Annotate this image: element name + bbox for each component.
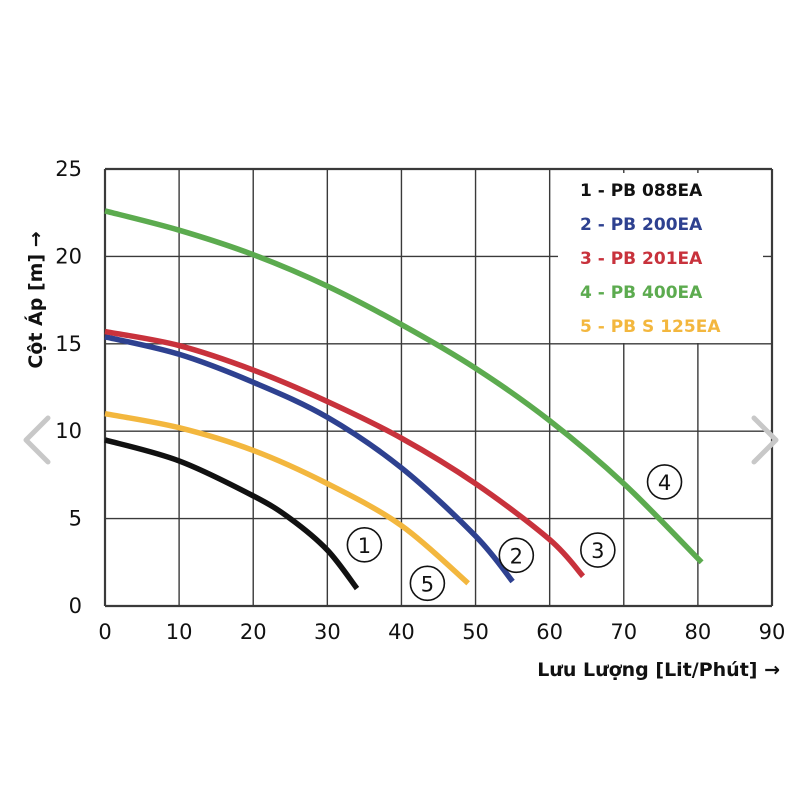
series-marker-label-5: 5 xyxy=(421,572,434,596)
x-tick-label: 40 xyxy=(388,620,415,644)
y-tick-label: 15 xyxy=(55,332,82,356)
y-tick-label: 20 xyxy=(55,244,82,268)
x-tick-label: 50 xyxy=(462,620,489,644)
series-marker-circle-2 xyxy=(498,537,535,574)
series-marker-label-1: 1 xyxy=(358,534,371,558)
x-tick-label: 80 xyxy=(685,620,712,644)
series-line-4 xyxy=(104,208,704,565)
x-tick-label: 10 xyxy=(166,620,193,644)
x-tick-label: 30 xyxy=(314,620,341,644)
y-tick-labels: 0 5 10 15 20 25 xyxy=(55,157,82,618)
series-marker-label-2: 2 xyxy=(510,544,523,568)
y-tick-label: 0 xyxy=(69,594,82,618)
chevron-left-icon xyxy=(23,415,51,465)
y-tick-label: 10 xyxy=(55,419,82,443)
x-tick-label: 60 xyxy=(536,620,563,644)
legend-box xyxy=(558,173,763,343)
legend-entry-3: 3 - PB 201EA xyxy=(580,249,703,269)
legend-entry-2: 2 - PB 200EA xyxy=(580,215,703,235)
series-line-2 xyxy=(104,334,515,584)
legend-entry-5: 5 - PB S 125EA xyxy=(580,317,721,337)
legend-entry-1: 1 - PB 088EA xyxy=(580,181,703,201)
carousel-next-button[interactable] xyxy=(744,410,784,470)
legend-entry-4: 4 - PB 400EA xyxy=(580,283,703,303)
carousel-prev-button[interactable] xyxy=(18,410,58,470)
x-axis-label: Lưu Lượng [Lit/Phút] → xyxy=(537,659,780,681)
series-marker-label-4: 4 xyxy=(658,471,671,495)
x-tick-label: 20 xyxy=(240,620,267,644)
series-lines xyxy=(104,208,704,591)
legend: 1 - PB 088EA 2 - PB 200EA 3 - PB 201EA 4 - … xyxy=(558,173,763,343)
y-tick-label: 5 xyxy=(69,507,82,531)
series-marker-label-3: 3 xyxy=(591,539,604,563)
series-marker-circle-4 xyxy=(646,464,683,500)
series-marker-circle-1 xyxy=(346,527,383,563)
x-tick-labels: 0 10 20 30 40 50 60 70 80 90 xyxy=(98,620,785,644)
series-line-3 xyxy=(104,328,586,579)
chevron-right-icon xyxy=(751,415,779,465)
series-line-1 xyxy=(104,437,360,591)
series-line-5 xyxy=(104,411,470,586)
x-tick-label: 90 xyxy=(759,620,786,644)
series-marker-circle-5 xyxy=(409,565,446,602)
series-markers: 1 2 3 4 5 xyxy=(346,464,683,602)
y-axis-label: Cột Áp [m] → xyxy=(24,231,47,368)
series-marker-circle-3 xyxy=(580,532,616,568)
x-tick-label: 0 xyxy=(98,620,111,644)
y-tick-label: 25 xyxy=(55,157,82,181)
x-tick-label: 70 xyxy=(610,620,637,644)
